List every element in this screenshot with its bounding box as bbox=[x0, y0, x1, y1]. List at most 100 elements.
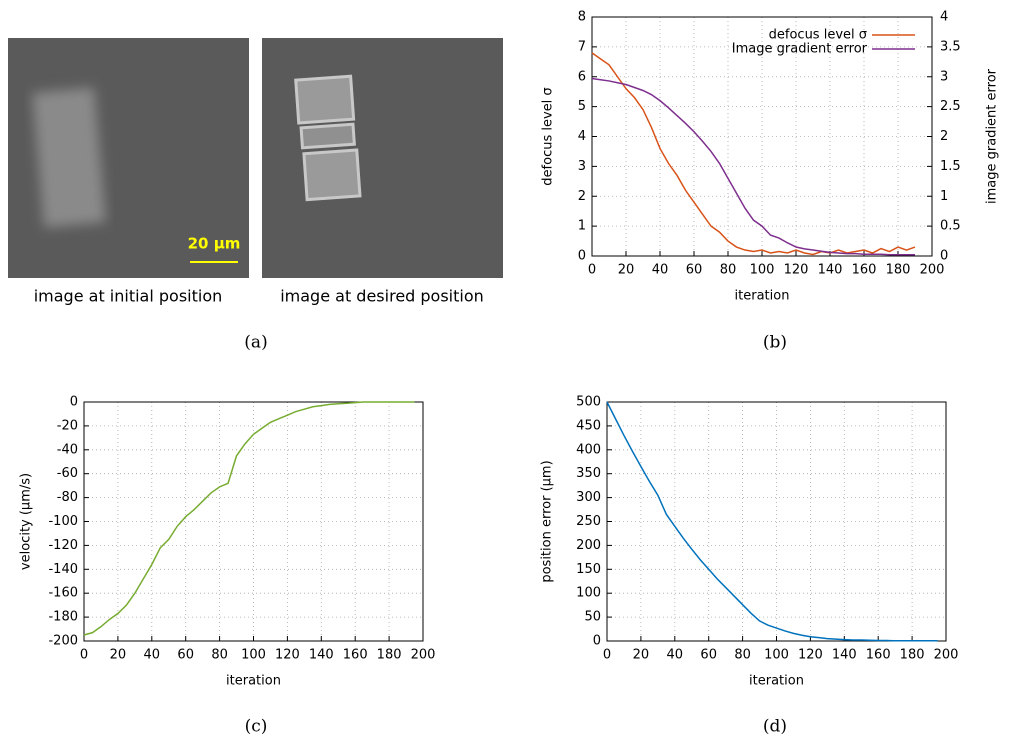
x-tick-label: 200 bbox=[934, 648, 959, 663]
y2-tick-label: 1.5 bbox=[940, 159, 961, 174]
x-tick-label: 140 bbox=[309, 648, 334, 663]
x-tick-label: 180 bbox=[377, 648, 402, 663]
y2-tick-label: 3 bbox=[940, 69, 948, 84]
object bbox=[294, 74, 362, 202]
y-tick-label: -140 bbox=[48, 562, 78, 577]
panel-label: (a) bbox=[244, 333, 267, 353]
y-tick-label: 5 bbox=[578, 99, 586, 114]
x-axis-label: iteration bbox=[735, 289, 790, 304]
y-tick-label: 3 bbox=[578, 159, 586, 174]
series-line bbox=[606, 401, 938, 642]
series-line bbox=[591, 52, 916, 256]
x-tick-label: 80 bbox=[720, 263, 737, 278]
x-tick-label: 40 bbox=[652, 263, 669, 278]
y2-tick-label: 4 bbox=[940, 10, 948, 25]
x-tick-label: 180 bbox=[886, 263, 911, 278]
legend-label: Image gradient error bbox=[732, 42, 868, 57]
series-line bbox=[591, 77, 915, 256]
x-tick-label: 160 bbox=[852, 263, 877, 278]
plot-frame bbox=[606, 401, 947, 642]
y-tick-label: 100 bbox=[576, 586, 601, 601]
y2-tick-label: 0 bbox=[940, 249, 948, 264]
y2-tick-label: 0.5 bbox=[940, 219, 961, 234]
y-tick-label: -80 bbox=[57, 490, 78, 505]
x-tick-label: 120 bbox=[784, 263, 809, 278]
x-tick-label: 20 bbox=[618, 263, 635, 278]
x-tick-label: 80 bbox=[211, 648, 228, 663]
y-tick-label: -180 bbox=[48, 610, 78, 625]
y-tick-label: -160 bbox=[48, 586, 78, 601]
y-tick-label: 7 bbox=[578, 39, 586, 54]
y-tick-label: 0 bbox=[593, 634, 601, 649]
y-axis-label: defocus level σ bbox=[541, 87, 556, 185]
y-tick-label: -60 bbox=[57, 466, 78, 481]
panel-label: (c) bbox=[245, 717, 268, 737]
y-tick-label: 150 bbox=[576, 562, 601, 577]
x-tick-label: 160 bbox=[866, 648, 891, 663]
y-tick-label: 300 bbox=[576, 490, 601, 505]
y-tick-label: 400 bbox=[576, 442, 601, 457]
y2-tick-label: 1 bbox=[940, 189, 948, 204]
y2-axis-label: image gradient error bbox=[985, 68, 1000, 204]
blurred-object bbox=[32, 87, 106, 228]
y-tick-label: -40 bbox=[57, 442, 78, 457]
y-tick-label: 6 bbox=[578, 69, 586, 84]
x-tick-label: 120 bbox=[798, 648, 823, 663]
x-tick-label: 120 bbox=[275, 648, 300, 663]
x-tick-label: 140 bbox=[818, 263, 843, 278]
scale-bar-label: 20 µm bbox=[188, 235, 241, 253]
y-tick-label: 450 bbox=[576, 418, 601, 433]
x-tick-label: 0 bbox=[603, 648, 611, 663]
y-tick-label: -20 bbox=[57, 418, 78, 433]
y-tick-label: 1 bbox=[578, 219, 586, 234]
x-tick-label: 200 bbox=[920, 263, 945, 278]
x-tick-label: 160 bbox=[343, 648, 368, 663]
x-tick-label: 20 bbox=[633, 648, 650, 663]
plot-frame bbox=[83, 401, 424, 642]
x-tick-label: 60 bbox=[177, 648, 194, 663]
y-tick-label: 2 bbox=[578, 189, 586, 204]
y2-tick-label: 2 bbox=[940, 129, 948, 144]
x-axis-label: iteration bbox=[226, 674, 281, 689]
y-tick-label: 200 bbox=[576, 538, 601, 553]
x-tick-label: 80 bbox=[734, 648, 751, 663]
x-tick-label: 100 bbox=[750, 263, 775, 278]
x-tick-label: 40 bbox=[667, 648, 684, 663]
series-line bbox=[83, 401, 415, 636]
panel-label: (d) bbox=[763, 717, 787, 737]
x-tick-label: 100 bbox=[764, 648, 789, 663]
x-tick-label: 100 bbox=[241, 648, 266, 663]
x-tick-label: 60 bbox=[700, 648, 717, 663]
y-tick-label: -120 bbox=[48, 538, 78, 553]
x-tick-label: 200 bbox=[411, 648, 436, 663]
panel-label: (b) bbox=[763, 333, 787, 353]
x-tick-label: 0 bbox=[588, 263, 596, 278]
y-tick-label: 0 bbox=[70, 395, 78, 410]
legend-label: defocus level σ bbox=[769, 28, 867, 43]
y-tick-label: 500 bbox=[576, 395, 601, 410]
plot-frame bbox=[591, 16, 933, 257]
y2-tick-label: 2.5 bbox=[940, 99, 961, 114]
x-tick-label: 140 bbox=[832, 648, 857, 663]
x-tick-label: 180 bbox=[900, 648, 925, 663]
x-tick-label: 40 bbox=[144, 648, 161, 663]
y-tick-label: 350 bbox=[576, 466, 601, 481]
caption: image at initial position bbox=[34, 287, 223, 306]
x-tick-label: 20 bbox=[110, 648, 127, 663]
x-tick-label: 0 bbox=[80, 648, 88, 663]
y-tick-label: 8 bbox=[578, 10, 586, 25]
y-axis-label: velocity (µm/s) bbox=[19, 473, 34, 570]
caption: image at desired position bbox=[280, 287, 484, 306]
x-axis-label: iteration bbox=[749, 674, 804, 689]
image-desired bbox=[262, 38, 503, 278]
y-axis-label: position error (µm) bbox=[540, 460, 555, 582]
y-tick-label: 0 bbox=[578, 249, 586, 264]
y-tick-label: 250 bbox=[576, 514, 601, 529]
x-tick-label: 60 bbox=[686, 263, 703, 278]
y-tick-label: 50 bbox=[584, 610, 601, 625]
y-tick-label: -100 bbox=[48, 514, 78, 529]
y2-tick-label: 3.5 bbox=[940, 39, 961, 54]
y-tick-label: 4 bbox=[578, 129, 586, 144]
